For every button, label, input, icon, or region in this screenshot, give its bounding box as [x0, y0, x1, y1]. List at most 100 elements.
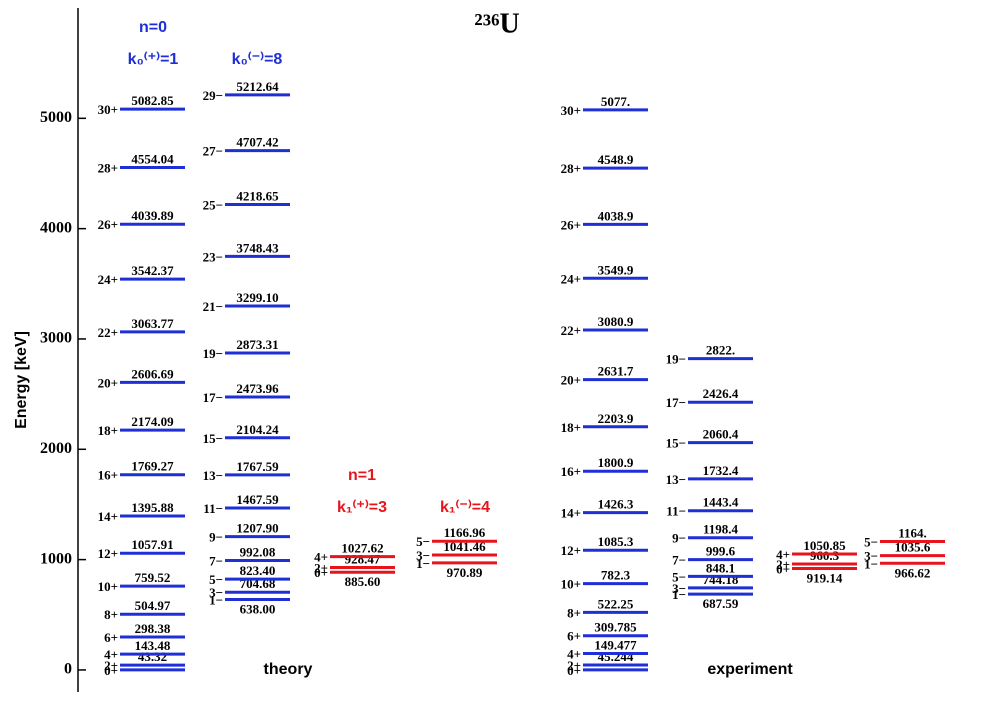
spin-label: 13− — [203, 468, 223, 483]
energy-label: 1767.59 — [236, 459, 279, 474]
spin-label: 24+ — [561, 271, 581, 286]
spin-label: 1− — [416, 556, 430, 571]
energy-label: 638.00 — [240, 602, 276, 617]
energy-label: 4554.04 — [131, 152, 174, 167]
spin-label: 16+ — [98, 468, 118, 483]
energy-label: 1732.4 — [703, 463, 739, 478]
y-tick-label: 5000 — [40, 109, 72, 126]
energy-label: 504.97 — [135, 598, 171, 613]
annotation: theory — [264, 661, 313, 678]
spin-label: 30+ — [98, 102, 118, 117]
spin-label: 3− — [672, 581, 686, 596]
energy-label: 1800.9 — [598, 455, 634, 470]
spin-label: 28+ — [98, 161, 118, 176]
spin-label: 22+ — [561, 323, 581, 338]
spin-label: 20+ — [98, 375, 118, 390]
energy-label: 5082.85 — [131, 93, 174, 108]
energy-label: 1467.59 — [236, 492, 279, 507]
annotation: n=0 — [139, 19, 167, 36]
spin-label: 5− — [416, 534, 430, 549]
energy-label: 1027.62 — [341, 541, 383, 556]
spin-label: 16+ — [561, 464, 581, 479]
spin-label: 14+ — [98, 509, 118, 524]
energy-label: 782.3 — [601, 568, 631, 583]
energy-label: 2203.9 — [598, 411, 634, 426]
spin-label: 8+ — [104, 607, 118, 622]
energy-label: 298.38 — [135, 621, 171, 636]
spin-label: 15− — [666, 436, 686, 451]
spin-label: 3− — [416, 548, 430, 563]
energy-label: 4039.89 — [131, 208, 174, 223]
spin-label: 5− — [864, 535, 878, 550]
energy-label: 3748.43 — [236, 240, 279, 255]
annotation: k₀⁽⁻⁾=8 — [232, 51, 283, 68]
spin-label: 3− — [209, 585, 223, 600]
energy-label: 848.1 — [706, 560, 735, 575]
energy-label: 1085.3 — [598, 534, 634, 549]
energy-label: 2104.24 — [236, 422, 279, 437]
energy-label: 1207.90 — [236, 521, 278, 536]
spin-label: 15− — [203, 431, 223, 446]
spin-label: 27− — [203, 144, 223, 159]
energy-label: 3549.9 — [598, 262, 634, 277]
y-tick-label: 2000 — [40, 440, 72, 457]
energy-label: 2822. — [706, 343, 735, 358]
spin-label: 29− — [203, 88, 223, 103]
energy-label: 1035.6 — [895, 540, 931, 555]
spin-label: 11− — [203, 501, 223, 516]
spin-label: 0+ — [104, 663, 118, 678]
y-tick-label: 1000 — [40, 550, 72, 567]
energy-label: 2174.09 — [131, 414, 174, 429]
spin-label: 2+ — [776, 557, 790, 572]
energy-label: 5077. — [601, 94, 630, 109]
spin-label: 12+ — [98, 546, 118, 561]
energy-label: 3299.10 — [236, 290, 278, 305]
spin-label: 7− — [672, 553, 686, 568]
spin-label: 2+ — [104, 658, 118, 673]
spin-label: 23− — [203, 249, 223, 264]
energy-label: 992.08 — [240, 544, 276, 559]
energy-label: 2426.4 — [703, 386, 739, 401]
spin-label: 2+ — [567, 658, 581, 673]
energy-label: 1395.88 — [131, 500, 174, 515]
spin-label: 18+ — [98, 423, 118, 438]
energy-label: 2473.96 — [236, 381, 279, 396]
energy-label: 3063.77 — [131, 316, 174, 331]
spin-label: 10+ — [98, 579, 118, 594]
spin-label: 28+ — [561, 161, 581, 176]
spin-label: 8+ — [567, 605, 581, 620]
energy-label: 1426.3 — [598, 497, 634, 512]
energy-label: 143.48 — [135, 638, 171, 653]
energy-label: 1057.91 — [131, 537, 173, 552]
energy-label: 1041.46 — [443, 539, 486, 554]
spin-label: 0+ — [776, 562, 790, 577]
spin-label: 9− — [209, 530, 223, 545]
spin-label: 7− — [209, 553, 223, 568]
energy-label: 970.89 — [447, 565, 483, 580]
energy-label: 2631.7 — [598, 364, 634, 379]
y-axis-label: Energy [keV] — [13, 331, 30, 429]
spin-label: 19− — [203, 346, 223, 361]
spin-label: 21− — [203, 299, 223, 314]
spin-label: 26+ — [561, 217, 581, 232]
energy-label: 999.6 — [706, 544, 736, 559]
energy-label: 4038.9 — [598, 208, 634, 223]
annotation: k₀⁽⁺⁾=1 — [128, 51, 179, 68]
y-tick-label: 0 — [64, 661, 72, 678]
energy-label: 2606.69 — [131, 366, 174, 381]
spin-label: 25− — [203, 198, 223, 213]
y-tick-label: 3000 — [40, 330, 72, 347]
energy-label: 4548.9 — [598, 152, 634, 167]
spin-label: 1− — [864, 556, 878, 571]
spin-label: 17− — [203, 390, 223, 405]
spin-label: 5− — [209, 572, 223, 587]
energy-label: 823.40 — [240, 563, 276, 578]
annotation: k₁⁽⁺⁾=3 — [337, 499, 387, 516]
energy-label: 966.62 — [895, 565, 931, 580]
spin-label: 24+ — [98, 272, 118, 287]
spin-label: 14+ — [561, 506, 581, 521]
spin-label: 4+ — [567, 646, 581, 661]
energy-label: 4707.42 — [236, 135, 278, 150]
energy-label: 309.785 — [594, 620, 637, 635]
